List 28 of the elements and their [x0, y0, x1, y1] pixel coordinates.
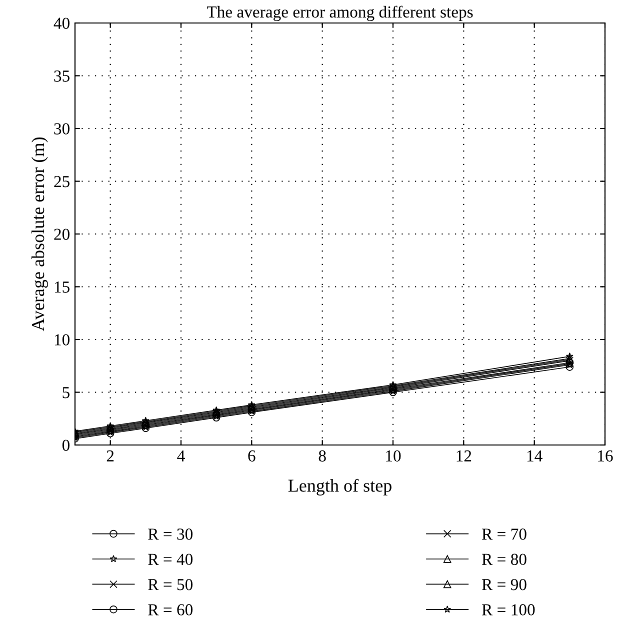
x-tick-label: 4	[177, 450, 185, 462]
legend-label: R = 40	[148, 554, 193, 565]
legend-label: R = 30	[148, 528, 193, 540]
legend-label: R = 100	[482, 604, 535, 616]
y-tick-label: 35	[54, 70, 70, 82]
y-tick-label: 20	[54, 228, 70, 240]
y-tick-label: 10	[54, 334, 70, 346]
legend-label: R = 60	[148, 604, 193, 616]
y-axis-title: Average absolute error (m)	[31, 137, 48, 332]
chart-title: The average error among different steps	[206, 6, 473, 22]
y-tick-label: 40	[54, 18, 70, 29]
legend-label: R = 50	[148, 578, 193, 590]
x-tick-label: 16	[598, 450, 613, 462]
legend-label: R = 80	[482, 554, 526, 565]
x-tick-label: 6	[248, 450, 256, 462]
x-axis-title: Length of step	[288, 478, 392, 496]
x-tick-label: 10	[386, 450, 401, 462]
y-tick-label: 15	[54, 282, 70, 293]
x-tick-label: 12	[456, 450, 472, 462]
y-tick-label: 5	[62, 387, 70, 398]
y-tick-label: 0	[62, 440, 70, 451]
y-tick-label: 25	[54, 176, 70, 188]
x-tick-label: 8	[318, 450, 326, 462]
x-tick-label: 14	[527, 450, 542, 462]
x-tick-label: 2	[106, 450, 114, 462]
legend-label: R = 70	[482, 528, 526, 540]
legend-label: R = 90	[482, 578, 526, 590]
y-tick-label: 30	[54, 123, 70, 134]
